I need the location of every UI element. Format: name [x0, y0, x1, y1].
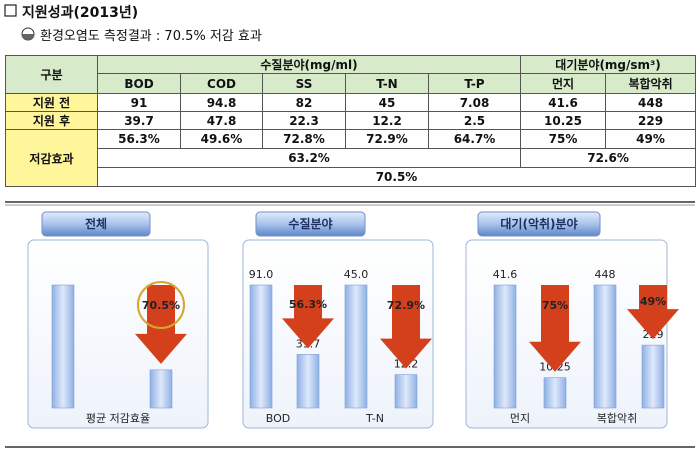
- panel-tab: [41, 211, 151, 237]
- bar: [344, 284, 368, 409]
- cell: 2.5: [427, 111, 522, 130]
- cell: 49%: [605, 129, 697, 149]
- bar: [51, 284, 75, 409]
- panel: [242, 239, 434, 429]
- cell: 72.6%: [520, 148, 697, 168]
- title: 지원성과(2013년): [22, 5, 139, 21]
- cell: 지원 후: [5, 111, 98, 130]
- reduction-arrow: [380, 285, 432, 369]
- cell: 12.2: [345, 111, 429, 130]
- cell: 45: [345, 93, 429, 112]
- reduction-arrow: [282, 285, 334, 349]
- cell: 72.8%: [262, 129, 346, 149]
- bar: [249, 284, 273, 409]
- bar-label: 41.6: [493, 268, 518, 281]
- cell: T-N: [345, 73, 429, 94]
- reduction-arrow: [135, 285, 187, 364]
- reduction-arrow: [529, 285, 581, 372]
- highlight-circle: [137, 281, 185, 329]
- reduction-label: 56.3%: [289, 298, 327, 311]
- cell: 64.7%: [427, 129, 522, 149]
- cell: 75%: [520, 129, 607, 149]
- cell: 22.3: [262, 111, 346, 130]
- category-label: 먼지: [510, 412, 530, 425]
- cell: 41.6: [520, 93, 607, 112]
- bar: [149, 369, 173, 409]
- bar-label: 45.0: [344, 268, 369, 281]
- panel-title: 대기(악취)분야: [500, 216, 577, 231]
- panel-title: 수질분야: [288, 216, 332, 231]
- bar: [641, 344, 665, 409]
- bar: [493, 284, 517, 409]
- panel-tab: [255, 211, 366, 237]
- panel-tab: [477, 211, 601, 237]
- cell: 72.9%: [345, 129, 429, 149]
- header: 수질분야(mg/ml): [96, 55, 522, 74]
- cell: 지원 전: [5, 93, 98, 112]
- bar: [543, 377, 567, 409]
- cell: 63.2%: [96, 148, 522, 168]
- cell: 94.8: [180, 93, 263, 112]
- subtitle: 환경오염도 측정결과 : 70.5% 저감 효과: [40, 29, 262, 44]
- cell: 10.25: [520, 111, 607, 130]
- bar-label: 91.0: [249, 268, 274, 281]
- cell: 82: [262, 93, 346, 112]
- circle-bullet-fill: [22, 34, 34, 40]
- row-label: 저감효과: [5, 129, 98, 187]
- cell: 복합악취: [605, 73, 697, 94]
- bar-label: 448: [595, 268, 616, 281]
- cell: 47.8: [180, 111, 263, 130]
- cell: 70.5%: [96, 167, 697, 187]
- cell: T-P: [427, 73, 522, 94]
- square-bullet: [4, 4, 17, 17]
- cell: BOD: [97, 73, 181, 94]
- cell: 39.7: [97, 111, 181, 130]
- reduction-label: 75%: [542, 299, 568, 312]
- cell: 229: [605, 111, 697, 130]
- cell: 56.3%: [97, 129, 181, 149]
- cell: SS: [262, 73, 346, 94]
- panel-title: 전체: [85, 216, 107, 231]
- cell: 49.6%: [180, 129, 263, 149]
- bar: [296, 354, 320, 409]
- cell: 448: [605, 93, 697, 112]
- bar: [394, 374, 418, 409]
- header: 대기분야(mg/sm³): [520, 55, 697, 74]
- cell: COD: [180, 73, 263, 94]
- reduction-label: 70.5%: [142, 299, 180, 312]
- reduction-arrow: [627, 285, 679, 340]
- reduction-label: 72.9%: [387, 299, 425, 312]
- cell: 7.08: [427, 93, 522, 112]
- category-label: 복합악취: [597, 412, 637, 425]
- reduction-label: 49%: [640, 295, 666, 308]
- result-table: 구분 수질분야(mg/ml) 대기분야(mg/sm³) BOD COD SS T-N T-P…: [5, 55, 697, 187]
- header: 구분: [5, 55, 98, 94]
- category-label: T-N: [365, 412, 384, 425]
- cell: 91: [97, 93, 181, 112]
- category-label: 평균 저감효율: [86, 412, 150, 425]
- cell: 먼지: [520, 73, 607, 94]
- category-label: BOD: [266, 412, 290, 425]
- bar: [593, 284, 617, 409]
